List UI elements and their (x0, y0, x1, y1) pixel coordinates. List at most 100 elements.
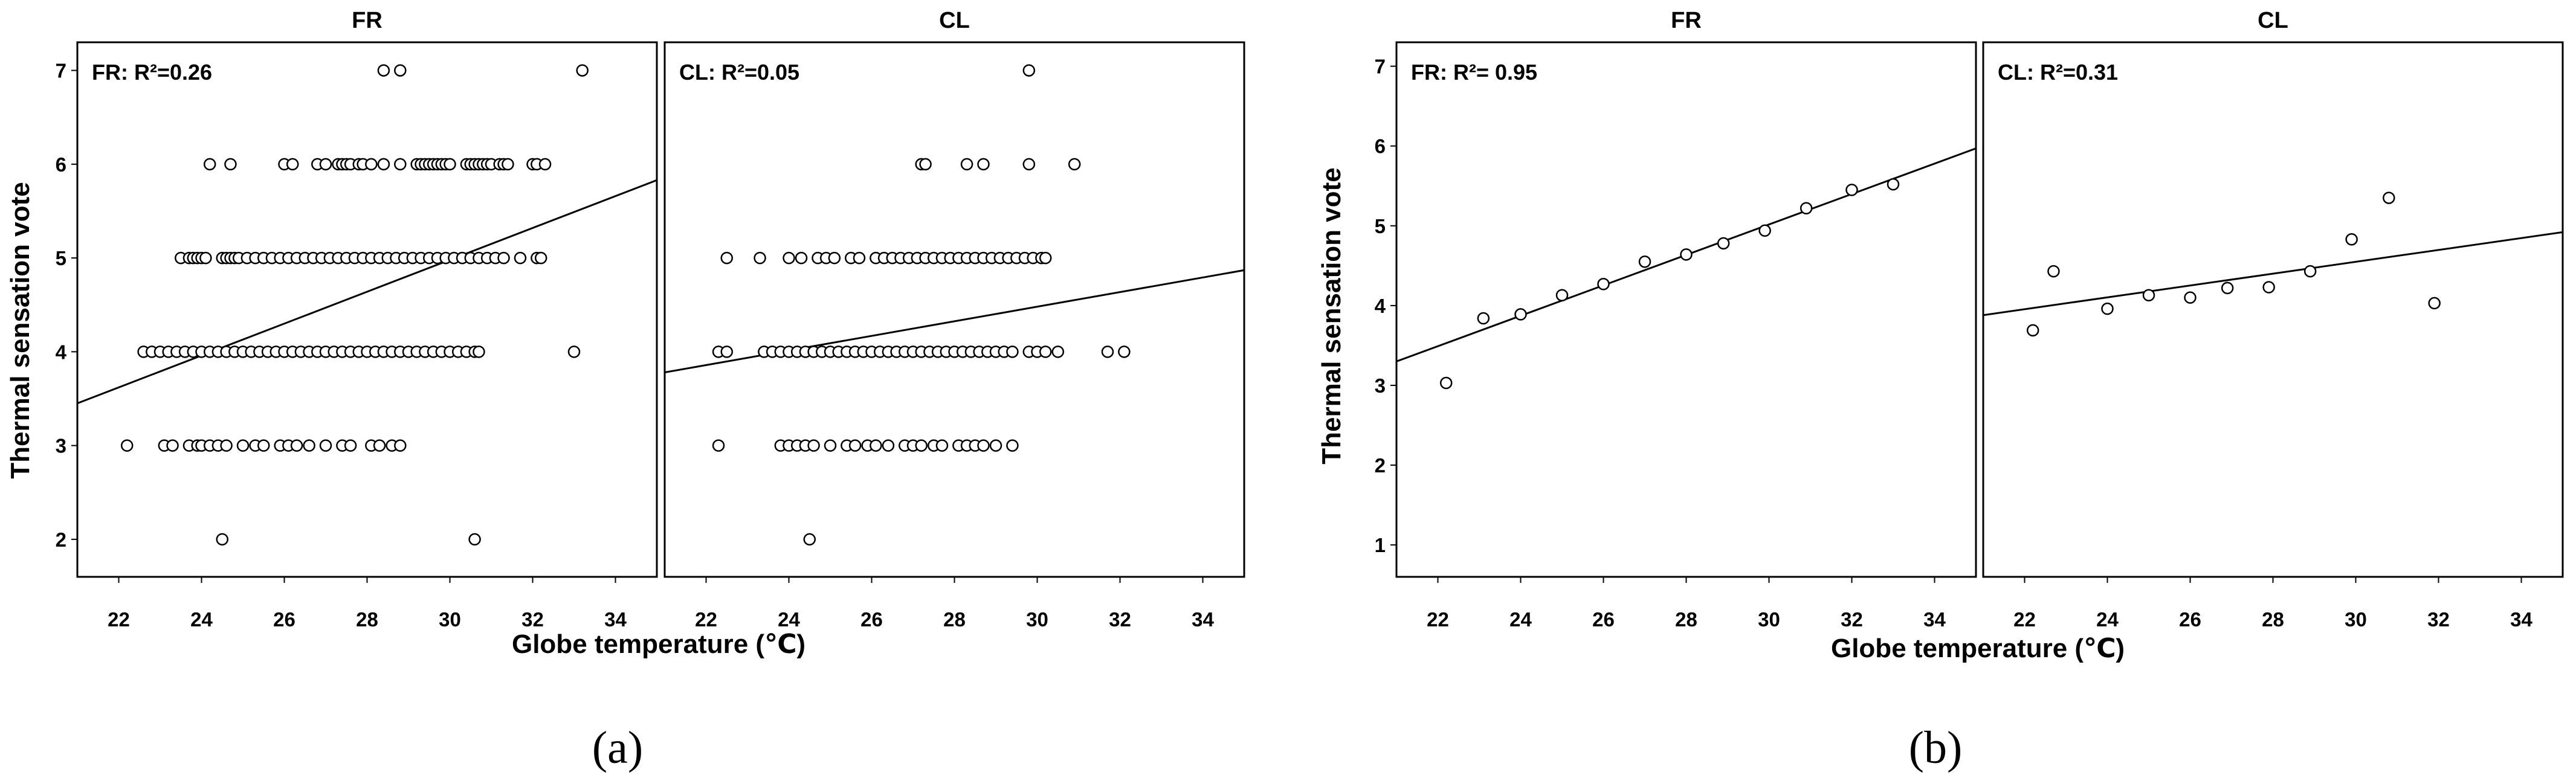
x-tick-label: 32 (1109, 608, 1131, 631)
x-tick-label: 22 (1427, 608, 1449, 631)
data-point (534, 251, 547, 265)
panel-title: CL (939, 8, 970, 33)
data-point (257, 439, 270, 452)
ylabel-b: Thermal sensation vote (1317, 167, 1346, 464)
data-point (394, 158, 407, 171)
data-point (1439, 376, 1453, 390)
r-squared-annotation: FR: R²=0.26 (92, 60, 212, 85)
data-point (783, 251, 795, 265)
y-tick-label: 5 (1375, 215, 1386, 237)
data-point (2345, 233, 2358, 246)
data-point (1887, 178, 1900, 191)
data-point (236, 439, 250, 452)
data-point (828, 251, 841, 265)
x-tick-label: 24 (1509, 608, 1532, 631)
x-tick-label: 24 (190, 608, 213, 631)
data-point (1101, 346, 1114, 358)
x-tick-label: 26 (273, 608, 295, 631)
x-tick-label: 26 (1592, 608, 1615, 631)
data-point (290, 439, 303, 452)
x-tick-label: 28 (356, 608, 378, 631)
x-tick-label: 26 (860, 608, 883, 631)
data-point (2383, 191, 2395, 204)
panel-title: FR (1671, 8, 1702, 33)
y-tick-label: 2 (56, 529, 66, 551)
data-point (1477, 312, 1490, 325)
data-point (977, 158, 990, 171)
data-point (960, 158, 973, 171)
data-point (514, 251, 527, 265)
x-tick-label: 30 (2345, 608, 2367, 631)
y-tick-label: 4 (1375, 295, 1386, 317)
data-point (120, 439, 134, 452)
x-tick-label: 34 (2510, 608, 2532, 631)
data-point (303, 439, 315, 452)
data-point (576, 64, 589, 77)
data-point (2428, 297, 2441, 310)
plot-frame (1982, 41, 2564, 578)
x-tick-label: 28 (943, 608, 966, 631)
x-tick-label: 24 (778, 608, 800, 631)
data-point (1022, 158, 1036, 171)
data-point (2026, 324, 2039, 337)
data-point (319, 158, 332, 171)
data-point (166, 439, 179, 452)
data-point (538, 158, 552, 171)
data-point (1597, 277, 1610, 291)
data-point (870, 439, 882, 452)
y-tick-label: 7 (1375, 56, 1386, 78)
data-point (919, 158, 932, 171)
data-point (2303, 265, 2317, 278)
data-point (497, 251, 510, 265)
data-point (824, 439, 837, 452)
x-tick-label: 22 (695, 608, 717, 631)
data-point (199, 251, 212, 265)
data-point (377, 64, 390, 77)
data-point (1638, 255, 1651, 268)
data-point (468, 533, 481, 546)
data-point (1022, 64, 1036, 77)
data-point (1118, 346, 1131, 358)
xlabel-b: Globe temperature (℃) (1831, 634, 2125, 663)
data-point (1758, 224, 1771, 237)
data-point (1039, 251, 1052, 265)
plot-frame (1395, 41, 1977, 578)
y-tick-label: 2 (1375, 454, 1386, 477)
r-squared-annotation: CL: R²=0.31 (1998, 60, 2118, 85)
data-point (720, 346, 733, 358)
r-squared-annotation: FR: R²= 0.95 (1411, 60, 1537, 85)
data-point (1039, 346, 1052, 358)
data-point (1845, 184, 1858, 196)
x-tick-label: 28 (1675, 608, 1697, 631)
data-point (720, 251, 733, 265)
y-tick-label: 1 (1375, 534, 1386, 556)
x-tick-label: 32 (2427, 608, 2450, 631)
data-point (394, 439, 407, 452)
y-tick-label: 3 (1375, 374, 1386, 397)
data-point (803, 533, 816, 546)
caption-a: (a) (592, 722, 643, 773)
data-point (220, 439, 233, 452)
data-point (2101, 302, 2114, 315)
x-tick-label: 30 (1026, 608, 1048, 631)
x-tick-label: 32 (521, 608, 544, 631)
data-point (882, 439, 895, 452)
data-point (319, 439, 332, 452)
x-tick-label: 22 (108, 608, 130, 631)
data-point (853, 251, 866, 265)
data-point (373, 439, 386, 452)
data-point (935, 439, 949, 452)
x-tick-label: 32 (1841, 608, 1863, 631)
x-tick-label: 30 (439, 608, 461, 631)
data-point (344, 439, 357, 452)
data-point (989, 439, 1002, 452)
data-point (1555, 289, 1569, 301)
plot-frame (663, 41, 1245, 578)
panel-a-cl: CL CL: R²=0.05 22 24 26 28 30 32 34 (663, 8, 1245, 631)
data-point (754, 251, 766, 265)
y-tick-label: 5 (56, 247, 66, 269)
